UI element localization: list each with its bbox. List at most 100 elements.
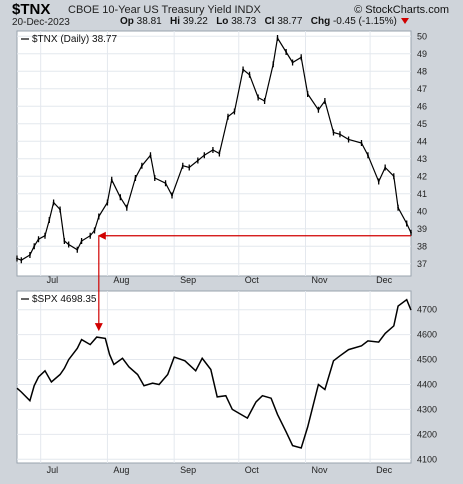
data-point [360, 142, 363, 144]
plot-area [16, 30, 412, 277]
data-point [153, 177, 156, 179]
data-point [97, 215, 100, 218]
y-tick-label: 39 [417, 224, 427, 234]
data-point [367, 154, 369, 157]
high-value: 39.22 [182, 16, 208, 27]
data-point [37, 238, 40, 241]
symbol-title: $TNX [12, 1, 51, 18]
y-tick-label: 4400 [417, 379, 437, 389]
y-tick-label: 37 [417, 259, 427, 269]
data-point [59, 208, 61, 211]
y-tick-label: 4200 [417, 429, 437, 439]
y-tick-label: 41 [417, 189, 427, 199]
x-tick-label: Oct [245, 465, 260, 475]
data-point [272, 63, 275, 66]
data-point [188, 166, 191, 169]
legend: $TNX (Daily) 38.77 [21, 34, 117, 45]
annotation-down-arrow-icon [94, 323, 103, 332]
y-tick-label: 46 [417, 101, 427, 111]
data-point [134, 177, 137, 179]
data-point [89, 234, 92, 237]
brand-label[interactable]: © StockCharts.com [354, 4, 449, 16]
data-point [106, 201, 109, 204]
data-point [20, 259, 23, 262]
data-point [263, 100, 266, 102]
x-tick-label: Aug [113, 465, 129, 475]
data-point [405, 222, 408, 225]
legend-label: $TNX (Daily) 38.77 [32, 34, 117, 45]
low-value: 38.73 [231, 16, 257, 27]
data-point [257, 96, 260, 99]
data-point [291, 61, 294, 64]
data-point [203, 154, 206, 157]
data-point [227, 115, 229, 118]
open-value: 38.81 [136, 16, 162, 27]
data-point [392, 175, 395, 178]
data-point [212, 149, 214, 151]
data-point [125, 206, 128, 209]
annotation-left-arrow-icon [97, 231, 106, 240]
x-tick-label: Dec [376, 275, 393, 285]
y-tick-label: 42 [417, 171, 427, 181]
y-tick-label: 4300 [417, 404, 437, 414]
high-label: Hi [170, 16, 181, 27]
data-point [323, 100, 326, 102]
data-point [16, 257, 18, 260]
y-tick-label: 4600 [417, 330, 437, 340]
data-point [140, 164, 143, 167]
y-tick-label: 4700 [417, 305, 437, 315]
data-point [110, 178, 113, 181]
chart-header: $TNX CBOE 10-Year US Treasury Yield INDX… [0, 0, 463, 30]
data-point [181, 164, 184, 167]
data-point [332, 131, 335, 134]
close-label: Cl [264, 16, 275, 27]
data-point [44, 234, 46, 237]
data-point [377, 180, 380, 183]
data-point [80, 240, 83, 242]
y-tick-label: 44 [417, 136, 427, 146]
y-tick-label: 45 [417, 119, 427, 129]
data-point [29, 254, 31, 256]
x-tick-label: Nov [312, 275, 329, 285]
y-tick-label: 48 [417, 66, 427, 76]
data-point [306, 93, 309, 95]
y-tick-label: 43 [417, 154, 427, 164]
y-tick-label: 47 [417, 84, 427, 94]
change-label: Chg [310, 16, 331, 27]
data-point [276, 37, 279, 39]
x-tick-label: Nov [312, 465, 329, 475]
y-tick-label: 49 [417, 49, 427, 59]
legend-label: $SPX 4698.35 [32, 294, 97, 305]
upper-pane: 50 49 48 47 46 45 44 43 42 41 40 39 38 37 $TNX (Daily)… [16, 30, 427, 277]
data-point [52, 201, 55, 204]
data-point [317, 108, 320, 111]
data-point [171, 194, 173, 197]
legend: $SPX 4698.35 [21, 294, 97, 305]
x-tick-label: Dec [376, 465, 393, 475]
open-label: Op [120, 16, 134, 27]
data-point [397, 206, 399, 209]
lower-pane: 4700 4600 4500 4400 4300 4200 4100 $SPX 4698.35 [16, 290, 437, 464]
data-point [384, 166, 387, 169]
data-point [48, 219, 51, 221]
x-tick-label: Oct [245, 275, 260, 285]
y-tick-label: 40 [417, 206, 427, 216]
x-tick-label: Sep [180, 465, 196, 475]
data-point [248, 73, 251, 76]
data-point [347, 138, 350, 141]
data-point [149, 154, 152, 157]
data-point [93, 229, 96, 232]
symbol-full-name: CBOE 10-Year US Treasury Yield INDX [68, 4, 261, 16]
data-point [164, 182, 167, 185]
y-tick-label: 38 [417, 241, 427, 251]
data-point [410, 231, 412, 234]
data-point [67, 243, 70, 246]
x-tick-label: Jul [47, 275, 59, 285]
data-point [119, 196, 122, 199]
quote-line: Op 38.81 Hi 39.22 Lo 38.73 Cl 38.77 Chg … [120, 16, 409, 27]
data-point [285, 51, 288, 53]
change-value: -0.45 (-1.15%) [332, 16, 397, 27]
plot-area [16, 290, 412, 464]
x-tick-label: Jul [47, 465, 59, 475]
